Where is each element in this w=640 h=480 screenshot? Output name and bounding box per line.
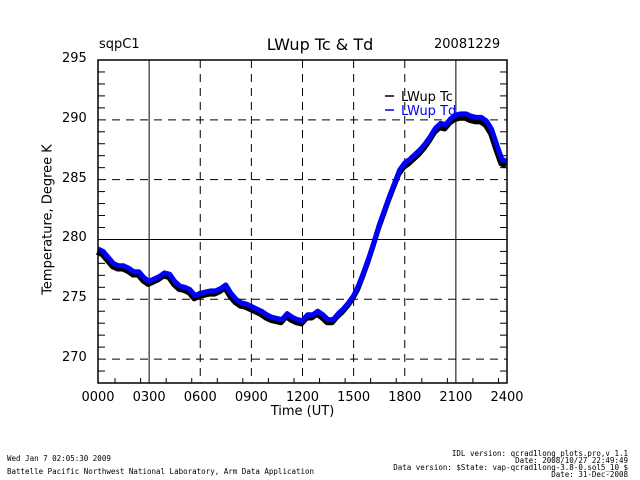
y-axis-label: Temperature, Degree K [40, 144, 56, 295]
footer-data-date: Date: 31-Dec-2008 [551, 470, 628, 479]
x-tick-label: 0000 [81, 390, 115, 405]
y-tick-label: 275 [62, 290, 87, 306]
x-tick-label: 2100 [439, 390, 473, 405]
x-tick-label: 1200 [285, 390, 320, 405]
x-axis-label: Time (UT) [270, 404, 335, 419]
date-label: 20081229 [434, 37, 501, 52]
footer-idl-date: Date: 2008/10/27 22:49:49 [515, 456, 628, 465]
y-tick-label: 280 [62, 230, 87, 246]
series-line-tc [95, 115, 508, 327]
x-tick-label: 2400 [490, 390, 524, 405]
x-tick-label: 1500 [337, 390, 371, 405]
y-tick-label: 290 [62, 110, 87, 126]
y-tick-label: 285 [62, 170, 87, 186]
plot-frame [97, 59, 508, 384]
footer-lab: Battelle Pacific Northwest National Labo… [7, 467, 315, 476]
x-tick-label: 1800 [388, 390, 422, 405]
footer-data-version: Data version: $State: vap-qcrad1long-3.8… [393, 463, 628, 472]
legend-label: LWup Td [401, 104, 456, 119]
x-tick-label: 0900 [234, 390, 268, 405]
y-tick-label: 270 [62, 350, 87, 366]
footer-idl-version: IDL version: qcrad1long_plots.pro,v 1.1 [451, 449, 628, 458]
x-tick-label: 0600 [183, 390, 217, 405]
series-line-td [96, 111, 509, 324]
x-tick-label: 0300 [132, 390, 166, 405]
legend-label: LWup Tc [401, 90, 453, 105]
y-tick-label: 295 [62, 51, 87, 66]
site-label: sqpC1 [99, 37, 140, 52]
chart-title: LWup Tc & Td [266, 35, 374, 54]
footer-timestamp: Wed Jan 7 02:05:30 2009 [7, 454, 111, 463]
